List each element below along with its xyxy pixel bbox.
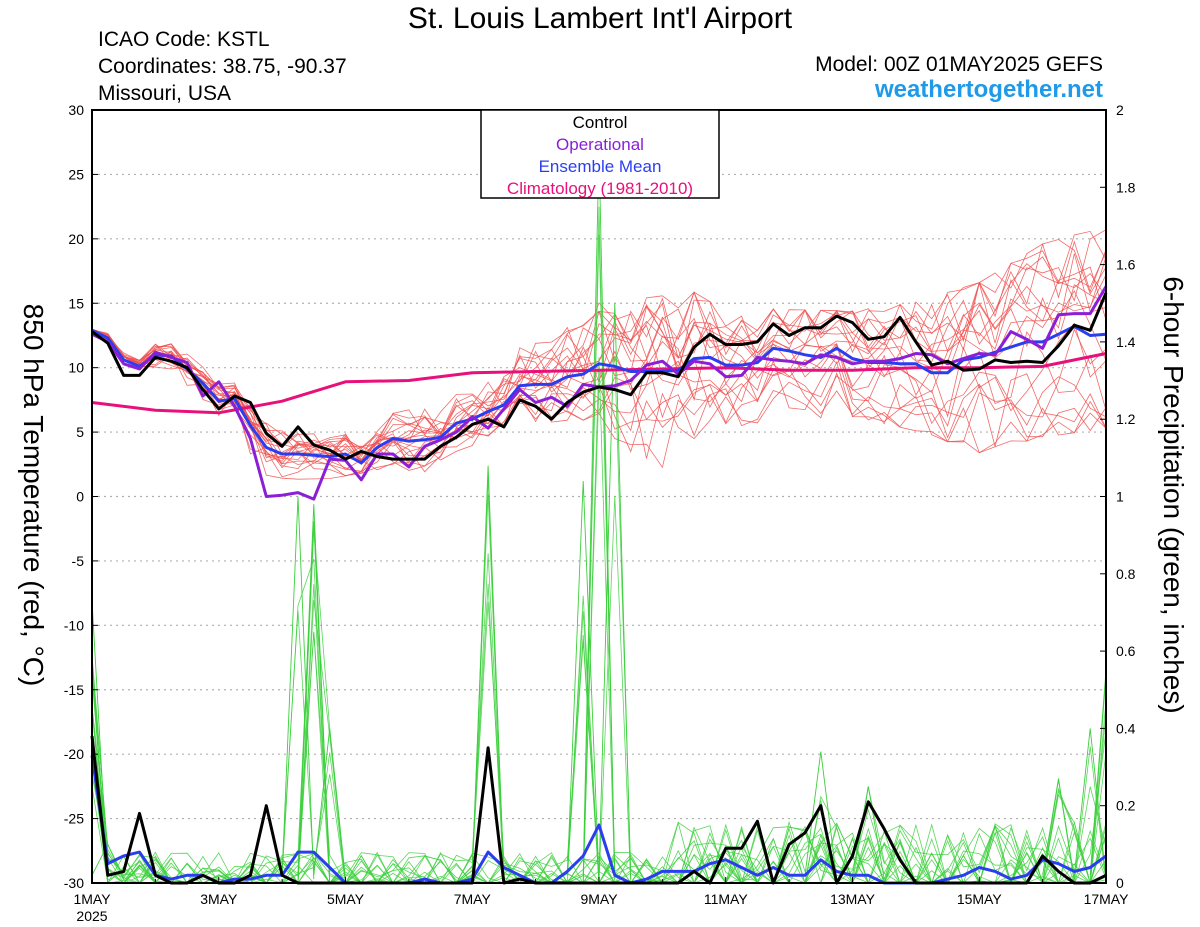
- legend-entry: Climatology (1981-2010): [507, 179, 693, 198]
- legend-entry: Operational: [556, 135, 644, 154]
- temperature-member-line: [91, 266, 1107, 457]
- precipitation-member-line: [91, 611, 1106, 884]
- precipitation-member-spike: [566, 480, 600, 880]
- precipitation-member-line: [91, 584, 1107, 885]
- x-tick-label: 11MAY: [704, 891, 748, 907]
- x-tick-label: 3MAY: [200, 891, 238, 907]
- chart-series: [90, 285, 1108, 885]
- y-tick-label: 0: [76, 489, 84, 505]
- y-tick-label: -30: [64, 875, 84, 891]
- legend-box: [480, 109, 720, 199]
- precipitation-member-spike: [313, 728, 346, 880]
- x-tick-label: 5MAY: [327, 891, 365, 907]
- temperature-member-line: [91, 274, 1107, 465]
- y-tick-label: 15: [68, 295, 84, 311]
- y-tick-label: -10: [64, 617, 84, 633]
- temperature-member-line: [91, 328, 1107, 466]
- temperature-member-line: [91, 329, 1107, 480]
- y-tick-label: -20: [64, 746, 84, 762]
- precipitation-member-line: [91, 600, 1106, 885]
- temperature-ensemble-mean-line: [91, 324, 1107, 465]
- coordinates: Coordinates: 38.75, -90.37: [98, 55, 347, 78]
- site-link[interactable]: weathertogether.net: [874, 76, 1103, 103]
- precipitation-member-line: [91, 355, 1107, 884]
- precipitation-member-spike: [582, 148, 616, 880]
- y-tick-label: 30: [68, 102, 84, 118]
- y2-tick-label: 1: [1116, 489, 1124, 505]
- precipitation-member-spike: [471, 465, 505, 880]
- precipitation-member-line: [91, 357, 1107, 885]
- legend: Control Operational Ensemble Mean Climatolo…: [480, 109, 720, 199]
- y2-tick-label: 0.6: [1116, 643, 1136, 659]
- y-tick-label: 10: [68, 360, 84, 376]
- temperature-member-line: [91, 230, 1107, 452]
- x-tick-label: 17MAY: [1084, 891, 1130, 907]
- legend-entry: Control: [573, 113, 628, 132]
- precipitation-member-line: [91, 558, 1107, 884]
- y2-tick-label: 1.6: [1116, 257, 1136, 273]
- region: Missouri, USA: [98, 82, 232, 105]
- precipitation-member-line: [91, 206, 1106, 885]
- precipitation-member-line: [91, 676, 1107, 884]
- precipitation-member-spike: [804, 751, 838, 880]
- plot-frame: [91, 109, 1107, 884]
- precipitation-member-spike: [1073, 728, 1107, 880]
- temperature-members: [91, 229, 1107, 480]
- x-year-label: 2025: [76, 908, 107, 924]
- x-tick-label: 9MAY: [580, 891, 618, 907]
- precipitation-member-line: [91, 661, 1107, 885]
- precipitation-member-spike: [91, 843, 125, 880]
- y-tick-label: -25: [64, 811, 84, 827]
- y2-tick-label: 1.2: [1116, 411, 1136, 427]
- y2-tick-label: 0.4: [1116, 720, 1136, 736]
- y2-tick-label: 0.2: [1116, 798, 1136, 814]
- y2-tick-label: 2: [1116, 102, 1124, 118]
- grid-lines: [92, 173, 1106, 820]
- y-tick-label: 20: [68, 231, 84, 247]
- precipitation-member-spike: [598, 303, 632, 880]
- y-tick-label: 25: [68, 166, 84, 182]
- y2-tick-label: 1.8: [1116, 179, 1136, 195]
- precipitation-member-line: [91, 529, 1106, 884]
- climatology-line: [91, 352, 1107, 415]
- precipitation-member-line: [91, 610, 1107, 885]
- y-tick-label: -15: [64, 682, 84, 698]
- x-tick-label: 7MAY: [454, 891, 492, 907]
- model-run: Model: 00Z 01MAY2025 GEFS: [815, 53, 1103, 76]
- y2-tick-label: 1.4: [1116, 334, 1136, 350]
- temperature-member-line: [91, 250, 1107, 462]
- temperature-control-line: [91, 292, 1108, 461]
- temperature-member-line: [91, 322, 1107, 463]
- precipitation-member-spike: [852, 786, 885, 880]
- chart-title: St. Louis Lambert Int'l Airport: [407, 2, 793, 35]
- precipitation-member-line: [91, 631, 1107, 885]
- precipitation-member-line: [91, 477, 1107, 885]
- precipitation-member-spike: [281, 496, 315, 880]
- y-tick-label: -5: [72, 553, 85, 569]
- x-tick-label: 15MAY: [957, 891, 1003, 907]
- x-tick-label: 1MAY: [73, 891, 111, 907]
- precipitation-member-line: [91, 659, 1107, 885]
- legend-entry: Ensemble Mean: [539, 157, 662, 176]
- precipitation-members: [91, 148, 1107, 885]
- precipitation-member-line: [91, 234, 1107, 885]
- axis-ticks: -30-25-20-15-10-505101520253000.20.40.60…: [64, 102, 1136, 924]
- precipitation-member-spike: [1042, 778, 1075, 880]
- y-tick-label: 5: [76, 424, 84, 440]
- icao-code: ICAO Code: KSTL: [98, 28, 270, 51]
- x-tick-label: 13MAY: [830, 891, 876, 907]
- y2-tick-label: 0.8: [1116, 566, 1136, 582]
- precipitation-member-spike: [297, 504, 331, 880]
- y2-tick-label: 0: [1116, 875, 1124, 891]
